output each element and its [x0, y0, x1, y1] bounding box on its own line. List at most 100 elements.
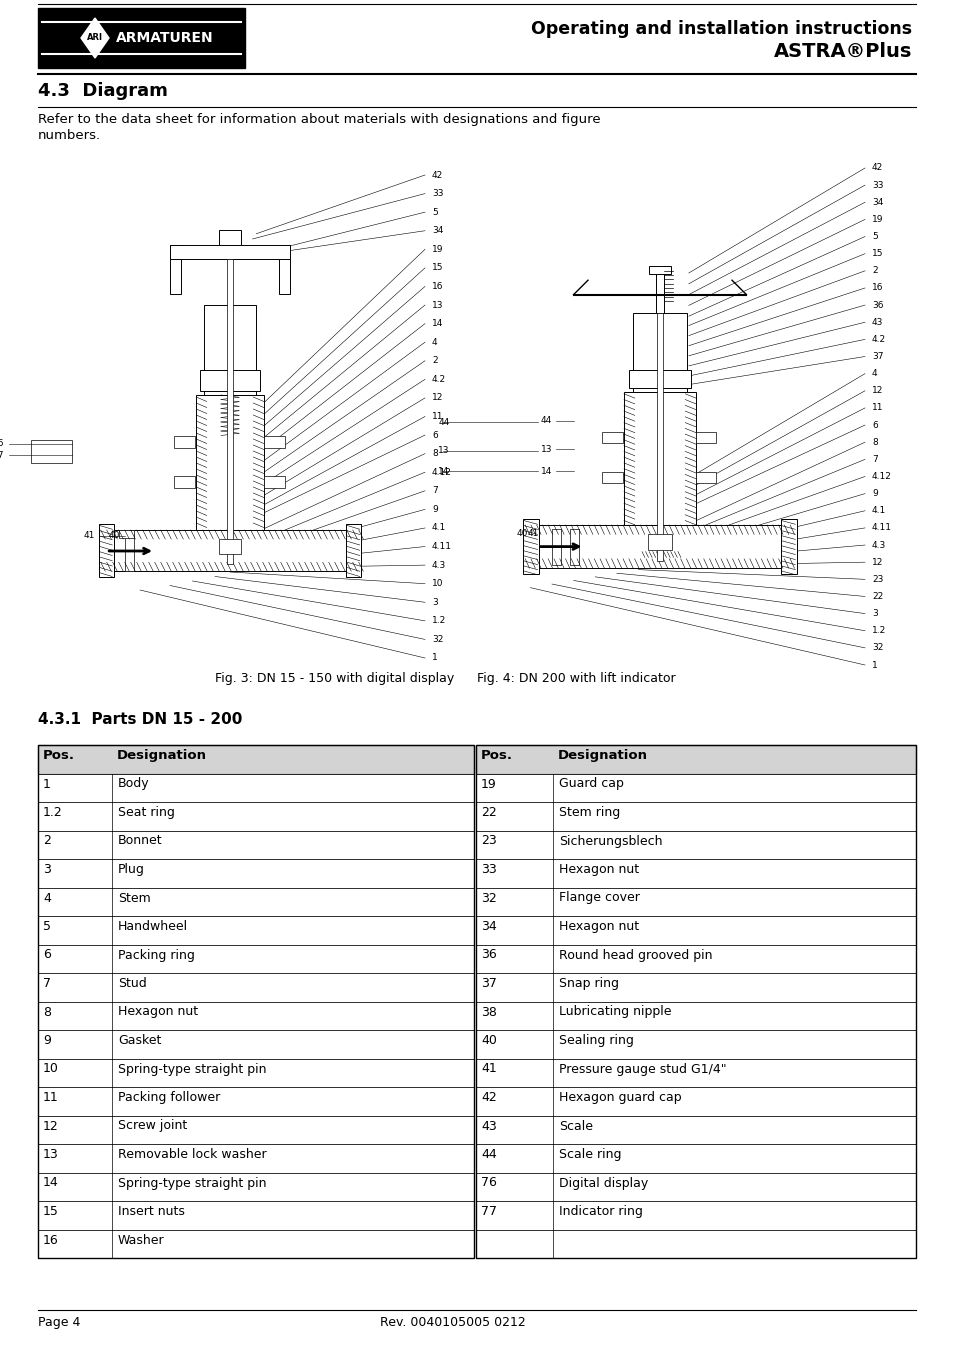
Text: 7: 7 [871, 455, 877, 463]
Text: 13: 13 [437, 446, 449, 455]
Bar [38, 1201, 474, 1229]
Text: Bonnet: Bonnet [118, 835, 162, 847]
Text: Lubricating nipple: Lubricating nipple [558, 1005, 671, 1019]
Text: Rev. 0040105005 0212: Rev. 0040105005 0212 [379, 1316, 525, 1329]
Text: 4.12: 4.12 [432, 467, 452, 477]
Bar [38, 1173, 474, 1201]
Text: 1.2: 1.2 [871, 627, 885, 635]
Text: 23: 23 [480, 835, 497, 847]
Text: Designation: Designation [558, 748, 647, 762]
Bar [263, 435, 284, 447]
Text: 7: 7 [432, 486, 437, 496]
Bar [200, 370, 260, 392]
Text: 76: 76 [480, 1177, 497, 1189]
Text: 7: 7 [43, 977, 51, 990]
Bar [170, 245, 290, 258]
Text: 32: 32 [432, 635, 443, 644]
Text: Spring-type straight pin: Spring-type straight pin [118, 1062, 266, 1075]
Text: 11: 11 [432, 412, 443, 422]
Text: 76: 76 [0, 439, 4, 449]
Bar [38, 744, 474, 774]
Bar [476, 802, 915, 831]
Bar [476, 744, 915, 774]
Text: 42: 42 [480, 1092, 497, 1104]
Bar [38, 973, 474, 1001]
Bar [476, 744, 915, 1258]
Text: 2: 2 [43, 835, 51, 847]
Text: 16: 16 [432, 282, 443, 290]
Text: 77: 77 [480, 1205, 497, 1219]
Text: 14: 14 [43, 1177, 59, 1189]
Bar [173, 435, 194, 447]
Bar [476, 1173, 915, 1201]
Text: Packing ring: Packing ring [118, 948, 194, 962]
Bar [38, 888, 474, 916]
Text: Refer to the data sheet for information about materials with designations and fi: Refer to the data sheet for information … [38, 113, 600, 126]
Bar [633, 312, 686, 392]
Bar [476, 1029, 915, 1058]
Text: 4: 4 [43, 892, 51, 905]
Text: 43: 43 [480, 1120, 497, 1132]
Text: Designation: Designation [117, 748, 207, 762]
Text: Operating and installation instructions: Operating and installation instructions [530, 20, 911, 38]
Bar [38, 1088, 474, 1116]
Text: 5: 5 [432, 208, 437, 216]
Text: Hexagon nut: Hexagon nut [118, 1005, 198, 1019]
Text: Page 4: Page 4 [38, 1316, 80, 1329]
Text: 19: 19 [480, 777, 497, 790]
Bar [569, 528, 578, 565]
Bar [601, 471, 622, 484]
Text: 4.1: 4.1 [871, 507, 885, 515]
Text: Round head grooved pin: Round head grooved pin [558, 948, 712, 962]
Text: 15: 15 [871, 249, 882, 258]
Text: Digital display: Digital display [558, 1177, 648, 1189]
Text: 34: 34 [432, 226, 443, 235]
Text: 41: 41 [527, 530, 538, 538]
Text: 32: 32 [480, 892, 497, 905]
Text: Hexagon guard cap: Hexagon guard cap [558, 1092, 680, 1104]
Bar [218, 230, 241, 245]
Text: 9: 9 [43, 1034, 51, 1047]
Text: 14: 14 [437, 466, 449, 476]
Bar [649, 266, 670, 274]
Text: 23: 23 [871, 574, 882, 584]
Text: 40: 40 [480, 1034, 497, 1047]
Bar [648, 535, 671, 550]
Text: 5: 5 [43, 920, 51, 934]
Text: 4.3  Diagram: 4.3 Diagram [38, 82, 168, 100]
Text: 32: 32 [871, 643, 882, 653]
Text: 1.2: 1.2 [43, 807, 63, 819]
Text: Spring-type straight pin: Spring-type straight pin [118, 1177, 266, 1189]
Text: 3: 3 [432, 597, 437, 607]
Bar [38, 8, 245, 68]
Text: 13: 13 [43, 1148, 59, 1161]
Text: 38: 38 [480, 1005, 497, 1019]
Bar [346, 524, 361, 577]
Text: 12: 12 [871, 558, 882, 566]
Text: Plug: Plug [118, 863, 145, 875]
Text: 2: 2 [871, 266, 877, 276]
Bar [476, 1058, 915, 1088]
Bar [38, 1144, 474, 1173]
Text: Washer: Washer [118, 1233, 165, 1247]
Text: ARI: ARI [87, 34, 103, 42]
Text: 5: 5 [871, 232, 877, 240]
Text: 11: 11 [43, 1092, 59, 1104]
Text: Stem ring: Stem ring [558, 807, 619, 819]
Bar [476, 831, 915, 859]
Text: 33: 33 [871, 181, 882, 189]
Bar [629, 370, 690, 388]
Text: 77: 77 [0, 450, 4, 459]
Text: Stud: Stud [118, 977, 147, 990]
Text: 8: 8 [432, 449, 437, 458]
Text: 19: 19 [432, 245, 443, 254]
Text: 36: 36 [871, 301, 882, 309]
Text: 12: 12 [432, 393, 443, 403]
Bar [696, 471, 716, 484]
Text: 44: 44 [437, 417, 449, 427]
Text: 4.3.1  Parts DN 15 - 200: 4.3.1 Parts DN 15 - 200 [38, 712, 242, 727]
Text: Stem: Stem [118, 892, 151, 905]
Text: 13: 13 [540, 444, 552, 454]
Text: 44: 44 [540, 416, 552, 426]
Text: 3: 3 [871, 609, 877, 619]
